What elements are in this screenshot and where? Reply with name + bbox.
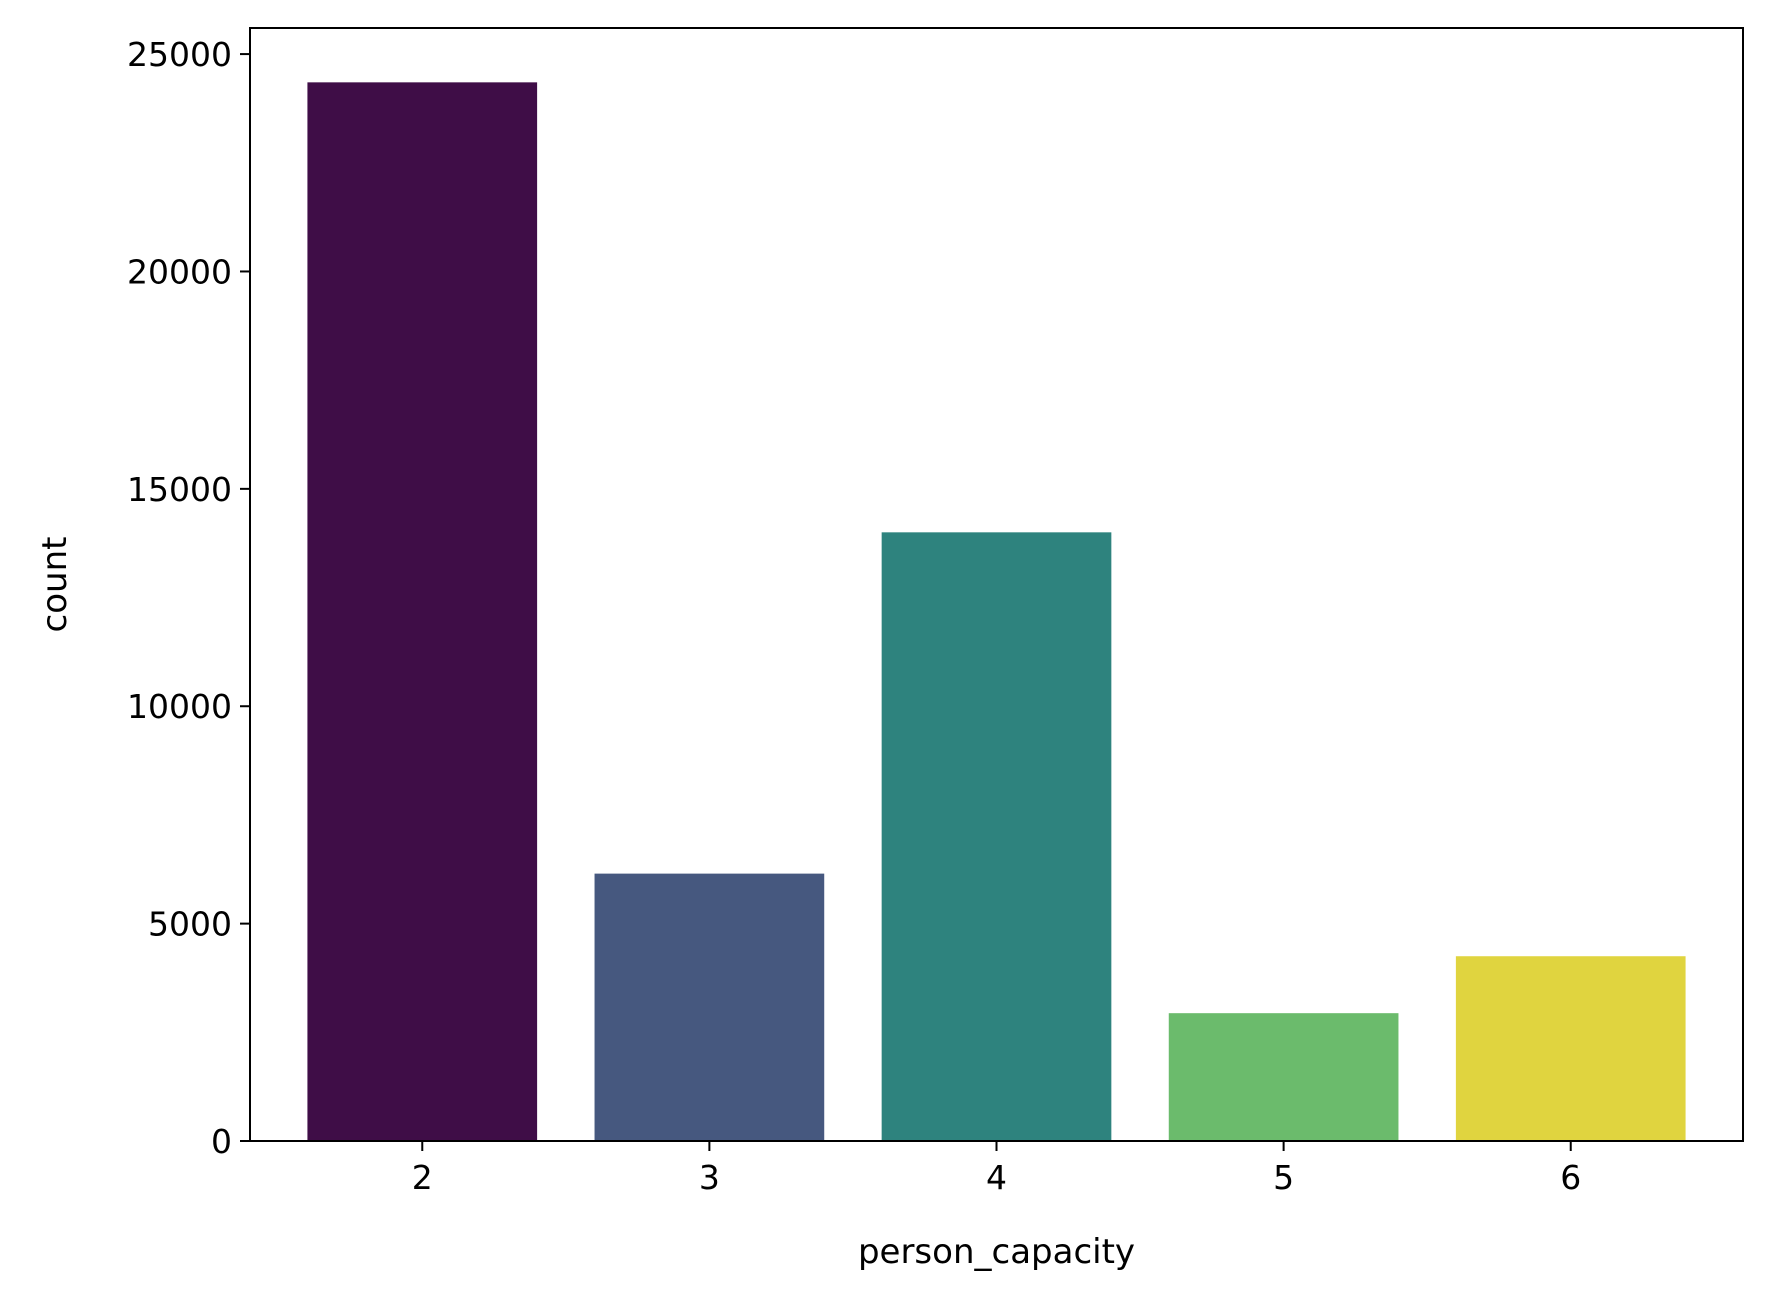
x-tick-label: 3: [699, 1158, 720, 1197]
bars-group: [307, 82, 1686, 1141]
x-tick-label: 6: [1560, 1158, 1581, 1197]
x-tick-label: 2: [412, 1158, 433, 1197]
y-tick-label: 15000: [127, 470, 232, 509]
x-tick-label: 5: [1273, 1158, 1294, 1197]
bar-2: [307, 82, 538, 1141]
x-tick-label: 4: [986, 1158, 1007, 1197]
y-axis-ticks: 0 5000 10000 15000 20000 25000: [127, 35, 250, 1161]
y-tick-label: 5000: [148, 905, 232, 944]
y-axis-label: count: [35, 537, 75, 633]
x-axis-label: person_capacity: [858, 1232, 1135, 1272]
y-tick-label: 10000: [127, 687, 232, 726]
y-tick-label: 25000: [127, 35, 232, 74]
bar-3: [594, 873, 825, 1141]
bar-5: [1168, 1013, 1399, 1141]
y-tick-label: 20000: [127, 252, 232, 291]
bar-4: [881, 532, 1112, 1141]
x-axis-ticks: 2 3 4 5 6: [412, 1141, 1581, 1197]
bar-6: [1455, 956, 1686, 1141]
y-tick-label: 0: [211, 1122, 232, 1161]
